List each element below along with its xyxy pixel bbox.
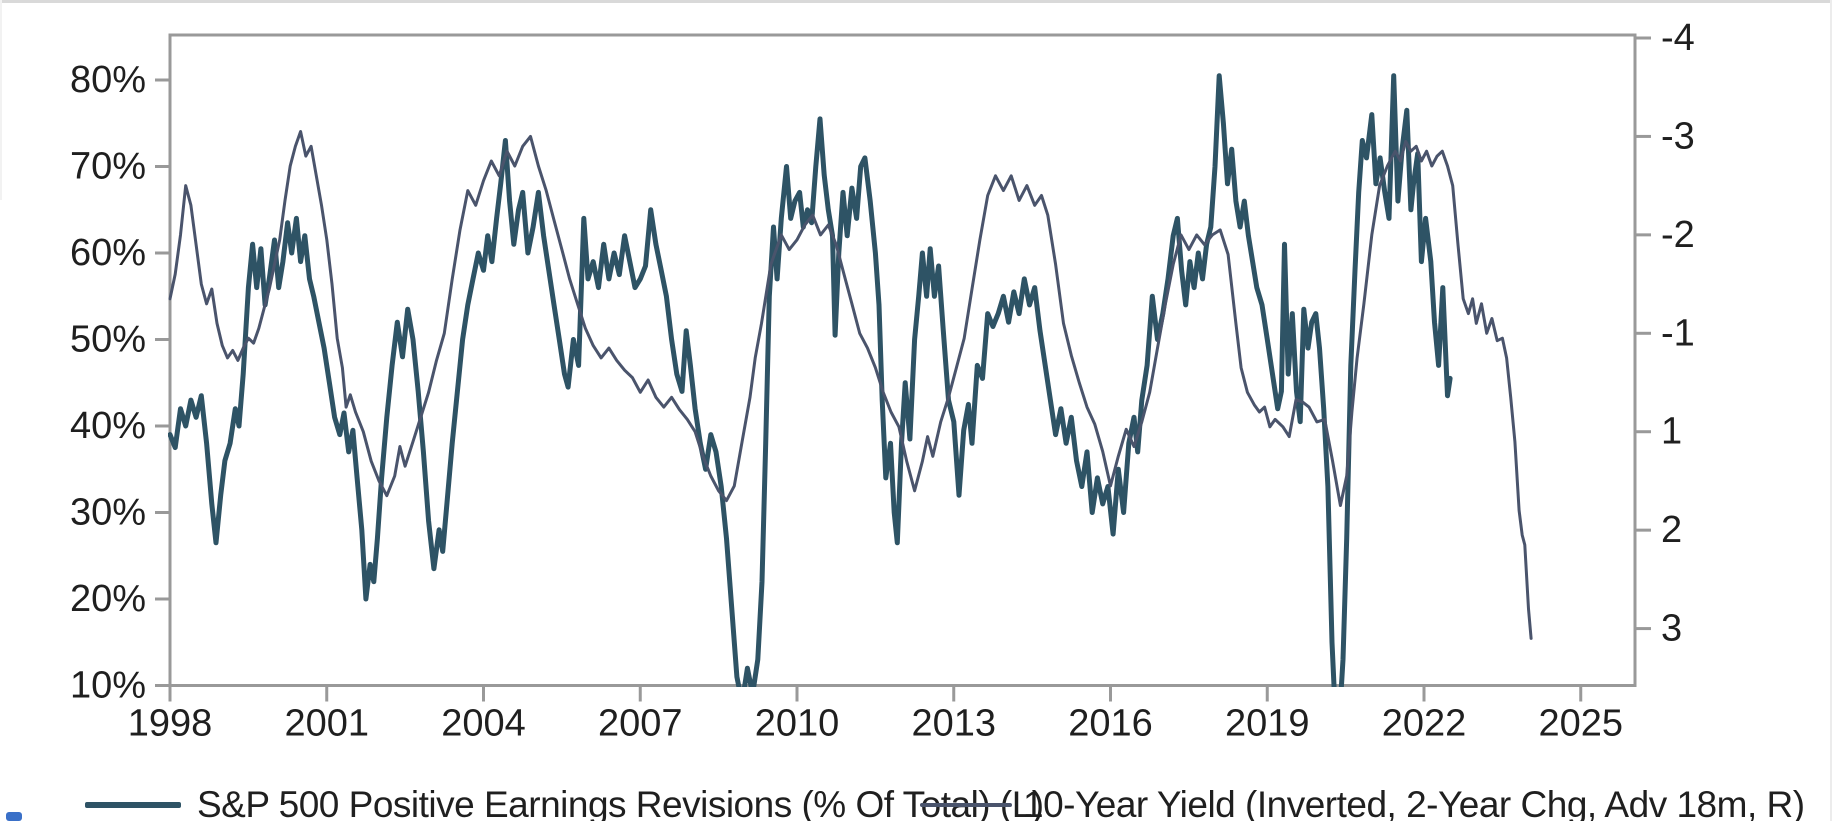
x-tick-label: 2007 [598,703,683,745]
right-tick-label: -3 [1661,115,1695,157]
x-tick-label: 2016 [1068,703,1153,745]
x-tick-label: 2025 [1538,703,1623,745]
x-tick-label: 1998 [128,703,213,745]
series-line-10y-yield [168,130,1533,640]
right-tick-label: -2 [1661,214,1695,256]
right-tick-label: -1 [1661,312,1695,354]
right-tick-label: -4 [1661,17,1695,59]
chart-legend: S&P 500 Positive Earnings Revisions (% O… [0,778,1832,821]
left-tick-label: 10% [70,665,146,707]
left-tick-label: 60% [70,232,146,274]
left-tick-label: 80% [70,59,146,101]
legend-label-sp500-revisions: S&P 500 Positive Earnings Revisions (% O… [197,784,1044,821]
right-tick-label: 1 [1661,411,1682,453]
plot-frame [168,33,1637,687]
x-tick-label: 2010 [755,703,840,745]
taskbar-corner-artifact [6,812,22,821]
right-tick-label: 2 [1661,509,1682,551]
left-tick-label: 50% [70,319,146,361]
legend-line-10y-yield [920,803,1012,807]
left-tick-label: 30% [70,492,146,534]
plot-border [168,33,1637,687]
axis-ticks [155,36,1651,702]
right-tick-label: 3 [1661,608,1682,650]
x-tick-label: 2019 [1225,703,1310,745]
series-line-sp500-revisions [168,73,1453,687]
x-tick-label: 2001 [284,703,369,745]
axis-tick-labels: 80% 70% 60% 50% 40% 30% 20% 10% -4 -3 -2 -1 1 2 3 1998 2… [70,17,1695,745]
window-right-edge [1830,0,1832,821]
legend-line-sp500-revisions [85,802,181,808]
window-left-edge [0,0,2,200]
window-top-edge [0,0,1832,3]
left-tick-label: 20% [70,578,146,620]
left-tick-label: 40% [70,405,146,447]
legend-label-10y-yield: 10-Year Yield (Inverted, 2-Year Chg, Adv… [1023,784,1805,821]
left-tick-label: 70% [70,146,146,188]
x-tick-label: 2004 [441,703,526,745]
series-lines [168,73,1533,687]
x-tick-label: 2022 [1382,703,1467,745]
x-tick-label: 2013 [911,703,996,745]
